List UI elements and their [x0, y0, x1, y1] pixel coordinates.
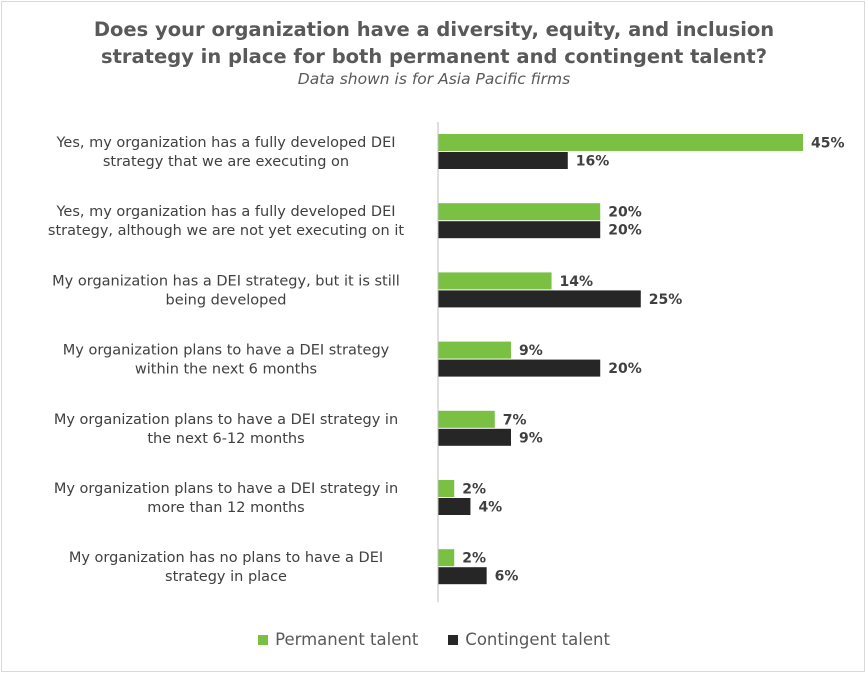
legend-swatch-permanent: [258, 634, 269, 645]
data-label-permanent-3: 14%: [560, 274, 594, 290]
data-label-contingent-5: 9%: [519, 430, 543, 446]
legend-item-contingent: Contingent talent: [448, 630, 610, 649]
data-label-permanent-6: 2%: [462, 482, 486, 498]
bar-contingent-7: [438, 567, 487, 585]
data-label-contingent-7: 6%: [495, 569, 519, 585]
data-label-permanent-4: 9%: [519, 343, 543, 359]
bar-contingent-1: [438, 152, 568, 169]
bar-permanent-1: [438, 134, 803, 151]
category-label-2: Yes, my organization has a fully develop…: [48, 204, 404, 239]
category-label-1: Yes, my organization has a fully develop…: [55, 135, 395, 170]
category-label-7: My organization has no plans to have a D…: [69, 550, 383, 585]
bar-contingent-4: [438, 359, 601, 377]
legend-swatch-contingent: [448, 634, 459, 645]
chart-legend: Permanent talent Contingent talent: [0, 630, 868, 649]
data-label-contingent-6: 4%: [478, 500, 502, 516]
category-label-4: My organization plans to have a DEI stra…: [63, 343, 390, 378]
bar-permanent-6: [438, 480, 455, 497]
category-label-6: My organization plans to have a DEI stra…: [54, 481, 398, 516]
data-label-permanent-7: 2%: [462, 551, 486, 567]
chart-subtitle: Data shown is for Asia Pacific firms: [297, 70, 571, 88]
bar-permanent-3: [438, 272, 552, 290]
chart-title: Does your organization have a diversity,…: [93, 18, 775, 68]
data-label-permanent-1: 45%: [811, 136, 845, 152]
data-label-contingent-1: 16%: [576, 154, 610, 170]
bar-contingent-2: [438, 221, 601, 239]
legend-item-permanent: Permanent talent: [258, 630, 418, 649]
data-label-permanent-5: 7%: [503, 412, 527, 428]
bar-permanent-4: [438, 341, 511, 359]
legend-label-permanent: Permanent talent: [275, 630, 419, 649]
category-label-3: My organization has a DEI strategy, but …: [52, 273, 400, 308]
bar-contingent-6: [438, 498, 471, 515]
bar-contingent-5: [438, 428, 511, 446]
data-label-contingent-2: 20%: [608, 223, 642, 239]
data-label-contingent-3: 25%: [649, 292, 683, 308]
data-label-permanent-2: 20%: [608, 205, 642, 221]
bar-permanent-2: [438, 203, 601, 221]
bar-permanent-7: [438, 549, 455, 567]
category-label-5: My organization plans to have a DEI stra…: [54, 412, 398, 447]
bar-permanent-5: [438, 410, 495, 428]
data-label-contingent-4: 20%: [608, 361, 642, 377]
bar-contingent-3: [438, 290, 641, 308]
legend-label-contingent: Contingent talent: [465, 630, 610, 649]
